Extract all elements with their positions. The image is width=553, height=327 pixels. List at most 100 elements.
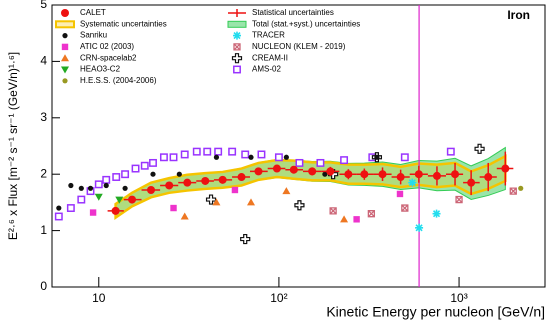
- marker: [432, 171, 441, 180]
- marker: [316, 158, 325, 167]
- marker: [231, 53, 243, 64]
- marker: [140, 161, 149, 170]
- marker: [121, 170, 130, 179]
- marker: [518, 185, 524, 191]
- marker: [68, 182, 74, 189]
- marker: [415, 223, 424, 232]
- marker: [360, 170, 369, 179]
- marker: [509, 187, 517, 195]
- marker: [367, 210, 376, 218]
- marker: [455, 195, 463, 204]
- marker: [170, 204, 177, 212]
- legend-swatch: [228, 9, 246, 17]
- marker: [54, 212, 63, 221]
- marker: [165, 181, 174, 190]
- marker: [214, 147, 223, 156]
- marker: [201, 176, 210, 185]
- legend-label: CRN-spacelab2: [80, 53, 137, 62]
- legend-label: TRACER: [252, 31, 285, 40]
- marker: [233, 31, 241, 40]
- legend-label: NUCLEON (KLEM - 2019): [252, 42, 346, 51]
- marker: [62, 33, 68, 39]
- marker: [294, 200, 305, 211]
- marker: [180, 150, 189, 159]
- marker: [484, 173, 493, 182]
- marker: [218, 175, 227, 184]
- marker: [62, 78, 68, 84]
- marker: [396, 190, 404, 198]
- marker: [467, 178, 476, 187]
- marker: [176, 171, 182, 177]
- plot-frame: [51, 4, 546, 288]
- marker: [180, 212, 189, 220]
- legend-label: Sanriku: [80, 31, 107, 40]
- marker: [192, 147, 201, 156]
- marker: [272, 164, 281, 173]
- marker: [322, 171, 328, 177]
- marker: [150, 171, 156, 177]
- marker: [282, 187, 291, 195]
- marker: [212, 198, 221, 206]
- marker: [326, 167, 335, 176]
- marker: [474, 143, 485, 154]
- marker: [102, 175, 111, 184]
- marker: [233, 65, 241, 74]
- marker: [56, 205, 62, 211]
- legend-swatch: [227, 20, 247, 28]
- marker: [501, 164, 510, 173]
- y-tick-label: 5: [40, 0, 47, 11]
- x-tick-label: 10: [92, 291, 106, 305]
- marker: [257, 150, 266, 159]
- marker: [213, 154, 220, 160]
- y-tick-label: 4: [40, 54, 47, 68]
- legend-label: Total (stat.+syst.) uncertainties: [252, 19, 360, 28]
- y-tick-label: 0: [40, 279, 47, 293]
- marker: [183, 178, 192, 187]
- marker: [353, 216, 360, 223]
- marker: [240, 233, 251, 245]
- marker: [111, 206, 120, 215]
- marker: [400, 153, 409, 162]
- marker: [408, 178, 417, 187]
- marker: [103, 182, 109, 189]
- legend-label: CREAM-II: [252, 53, 288, 62]
- marker: [248, 154, 254, 160]
- chart-title: Iron: [507, 8, 530, 22]
- marker: [94, 180, 103, 189]
- marker: [66, 204, 75, 212]
- legend-label: HEAO3-C2: [80, 65, 121, 74]
- marker: [87, 185, 94, 191]
- marker: [401, 204, 409, 212]
- marker: [274, 153, 283, 162]
- marker: [147, 185, 156, 194]
- marker: [228, 147, 237, 156]
- marker: [169, 153, 178, 162]
- marker: [61, 43, 69, 51]
- legend-label: ATIC 02 (2003): [80, 42, 134, 51]
- marker: [451, 170, 460, 179]
- marker: [340, 156, 349, 165]
- marker: [61, 9, 69, 17]
- marker: [289, 165, 298, 174]
- marker: [329, 207, 337, 215]
- marker: [77, 195, 86, 204]
- legend: CALET Systematic uncertainties Sanriku ATIC…: [55, 8, 360, 85]
- legend-label: CALET: [80, 8, 106, 17]
- legend-label: Systematic uncertainties: [80, 19, 167, 28]
- marker: [61, 54, 69, 62]
- marker: [432, 209, 441, 218]
- y-tick-label: 3: [40, 110, 47, 124]
- marker: [128, 195, 137, 204]
- marker: [78, 185, 84, 191]
- marker: [344, 170, 353, 179]
- legend-label: AMS-02: [252, 65, 281, 74]
- marker: [241, 150, 250, 159]
- marker: [112, 173, 121, 181]
- marker: [115, 196, 124, 204]
- legend-label: Statistical uncertainties: [252, 8, 334, 17]
- marker: [247, 198, 256, 206]
- x-tick-label: 10³: [450, 291, 467, 305]
- plot-area: [54, 5, 524, 287]
- marker: [61, 66, 69, 74]
